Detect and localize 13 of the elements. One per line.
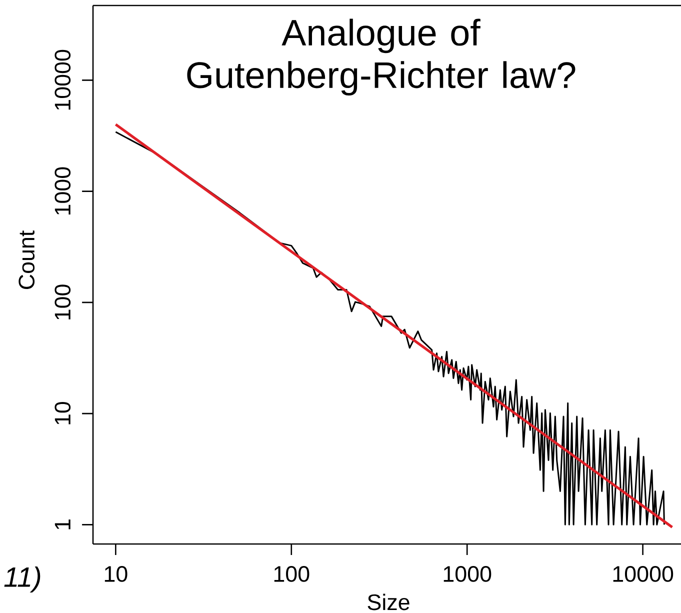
- y-tick-label: 1000: [54, 167, 71, 215]
- x-tick-label: 100: [274, 566, 310, 582]
- x-axis-title: Size: [368, 594, 410, 610]
- x-tick-label: 1000: [444, 566, 492, 582]
- y-tick-label: 10000: [54, 50, 71, 110]
- y-tick-label: 100: [54, 284, 71, 320]
- y-tick-label: 1: [54, 520, 70, 530]
- x-tick-label: 10000: [613, 566, 674, 582]
- x-tick-label: 10: [104, 566, 128, 582]
- text: Analogue of Gutenberg-Richter law?: [187, 18, 576, 96]
- y-tick-label: 10: [54, 402, 71, 424]
- y-axis-title: Count: [18, 230, 35, 289]
- text: 11): [4, 566, 40, 592]
